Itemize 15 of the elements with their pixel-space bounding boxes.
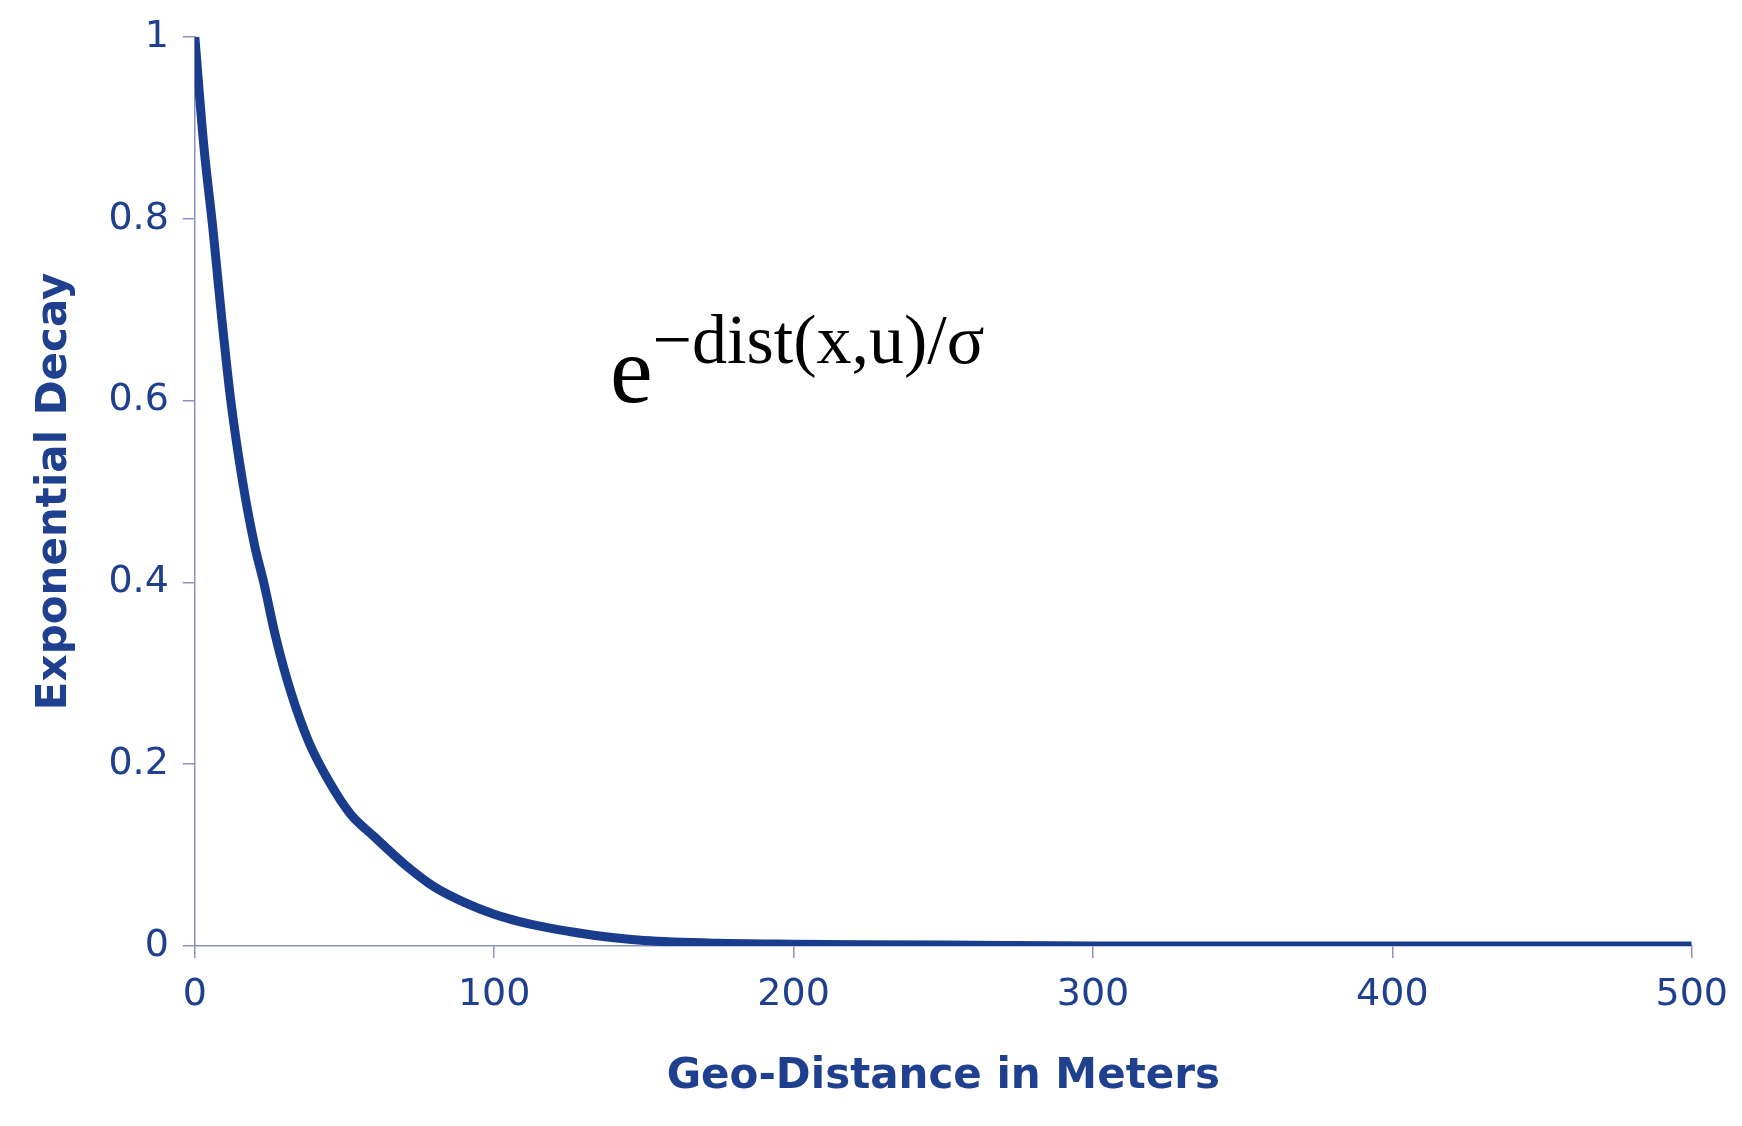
x-tick-label: 500 (1655, 969, 1728, 1014)
y-tick-label: 0.8 (108, 193, 169, 238)
y-axis-title: Exponential Decay (27, 272, 77, 711)
x-axis-title: Geo-Distance in Meters (666, 1048, 1220, 1098)
y-tick-label: 0 (144, 920, 169, 965)
x-tick-label: 100 (457, 969, 531, 1014)
x-tick-label: 300 (1056, 969, 1130, 1014)
annotation: e$^{−dist(x,u)/σ}$ (610, 300, 985, 425)
y-tick-label: 0.6 (108, 375, 169, 420)
y-tick-label: 0.2 (108, 739, 169, 784)
x-tick-label: 200 (757, 969, 830, 1014)
y-tick-label: 0.4 (108, 557, 169, 602)
x-tick-label: 400 (1356, 969, 1429, 1014)
x-tick-label: 0 (182, 969, 207, 1014)
y-tick-label: 1 (144, 11, 169, 56)
